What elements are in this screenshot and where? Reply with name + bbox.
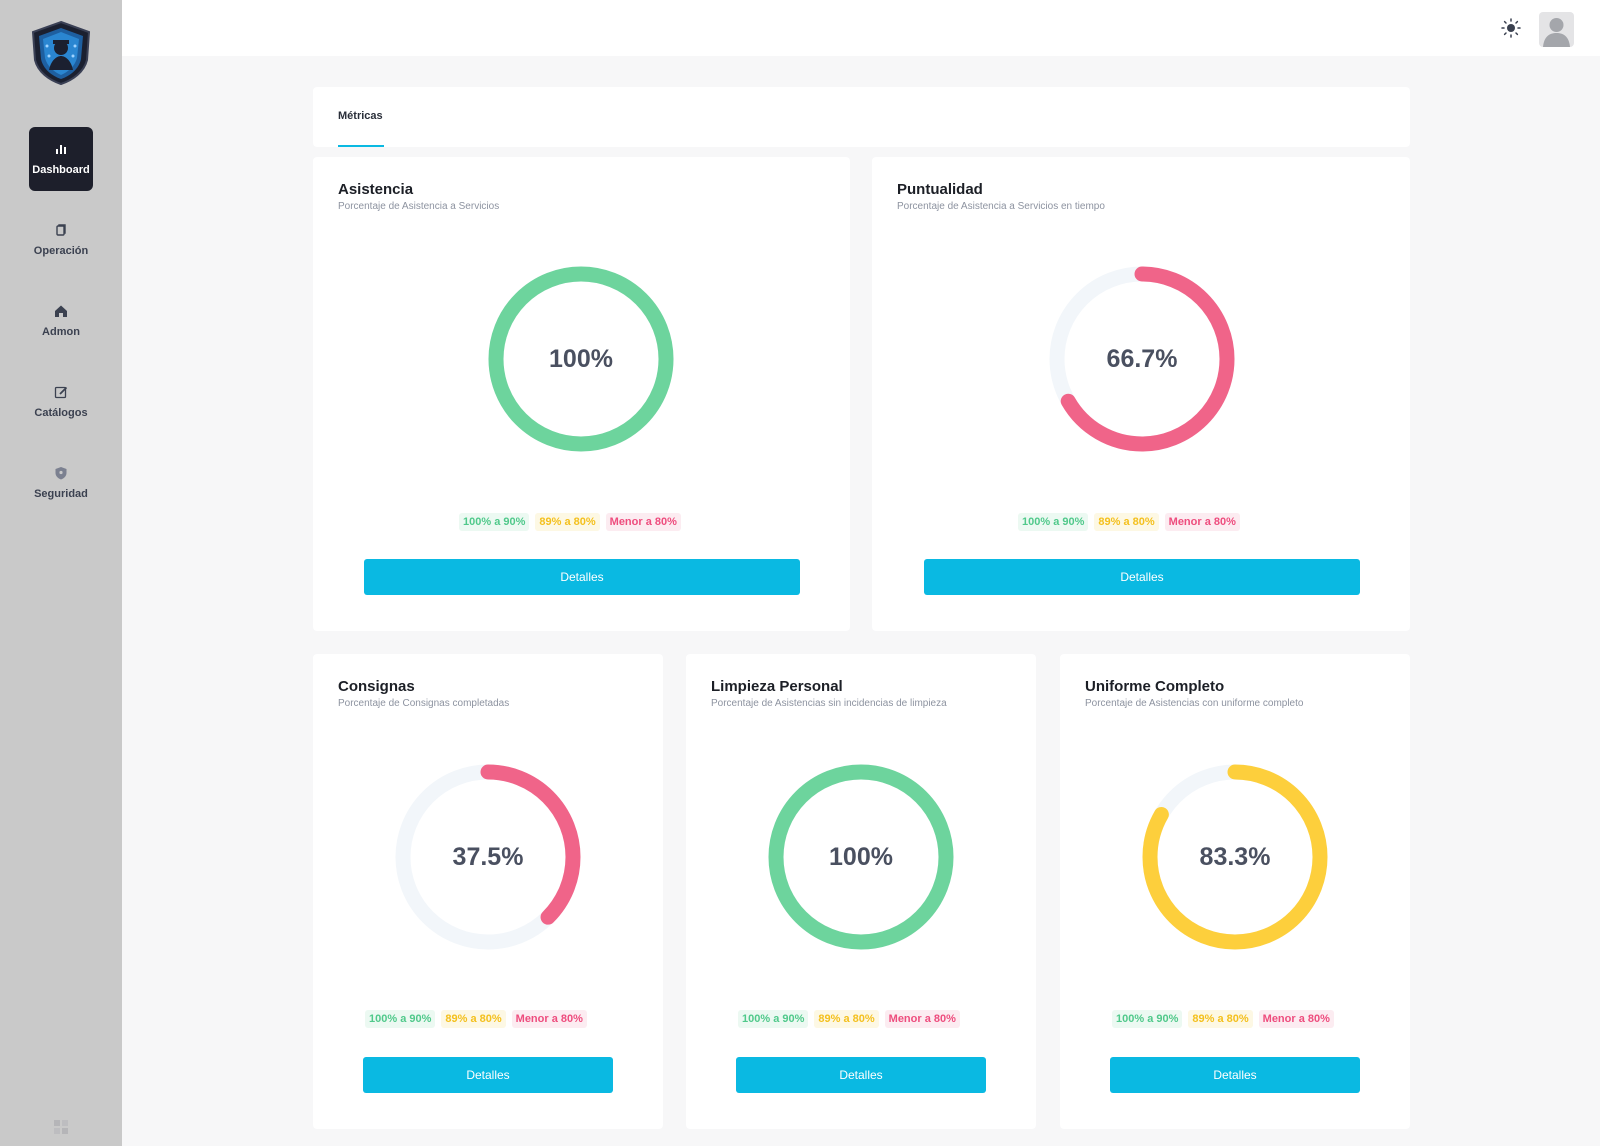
sidebar-item-catalogos[interactable]: Catálogos: [29, 370, 93, 434]
home-icon: [55, 305, 67, 317]
sidebar-item-seguridad[interactable]: Seguridad: [29, 451, 93, 515]
legend-red: Menor a 80%: [1164, 513, 1240, 531]
gauge-arc: [768, 764, 954, 950]
legend-yellow: 89% a 80%: [535, 513, 600, 531]
legend-red: Menor a 80%: [605, 513, 681, 531]
card-title: Uniforme Completo: [1085, 678, 1225, 695]
shield-icon: [55, 467, 67, 480]
legend-yellow: 89% a 80%: [1188, 1010, 1253, 1028]
card-subtitle: Porcentaje de Asistencias sin incidencia…: [711, 698, 947, 709]
details-button[interactable]: Detalles: [364, 559, 800, 595]
card-subtitle: Porcentaje de Asistencias con uniforme c…: [1085, 698, 1304, 709]
active-tab-indicator: [338, 145, 384, 147]
legend: 100% a 90% 89% a 80% Menor a 80%: [1112, 1010, 1334, 1028]
gauge-arc: [1049, 266, 1235, 452]
card-subtitle: Porcentaje de Asistencia a Servicios en …: [897, 201, 1105, 212]
card-title: Puntualidad: [897, 181, 983, 198]
legend-yellow: 89% a 80%: [441, 1010, 506, 1028]
card-title: Asistencia: [338, 181, 414, 198]
card-subtitle: Porcentaje de Asistencia a Servicios: [338, 201, 500, 212]
user-avatar-icon: [1543, 18, 1570, 47]
legend-yellow: 89% a 80%: [814, 1010, 879, 1028]
tab-bar: Métricas: [313, 87, 1410, 147]
gauge-value: 66.7%: [1106, 344, 1178, 373]
copy-icon: [56, 224, 66, 236]
security-shield-logo: [31, 20, 91, 86]
legend-red: Menor a 80%: [1258, 1010, 1334, 1028]
details-button[interactable]: Detalles: [363, 1057, 613, 1093]
grid-icon[interactable]: [53, 1119, 69, 1135]
gauge-arc: [395, 764, 581, 950]
gauge-value: 37.5%: [452, 842, 524, 871]
legend: 100% a 90% 89% a 80% Menor a 80%: [738, 1010, 960, 1028]
gauge-chart: [1049, 266, 1235, 452]
legend-green: 100% a 90%: [1112, 1010, 1183, 1028]
metric-card-puntualidad: Puntualidad Porcentaje de Asistencia a S…: [872, 157, 1410, 631]
legend-green: 100% a 90%: [738, 1010, 809, 1028]
gauge-chart: [768, 764, 954, 950]
gauge-value: 83.3%: [1199, 842, 1271, 871]
sidebar-item-label: Catálogos: [34, 407, 88, 419]
user-avatar[interactable]: [1539, 12, 1574, 47]
details-button[interactable]: Detalles: [736, 1057, 986, 1093]
sidebar-item-operacion[interactable]: Operación: [29, 208, 93, 272]
legend-red: Menor a 80%: [511, 1010, 587, 1028]
sidebar-item-label: Admon: [42, 326, 80, 338]
gauge-chart: [395, 764, 581, 950]
gauge-arc: [488, 266, 674, 452]
details-button[interactable]: Detalles: [1110, 1057, 1360, 1093]
legend-green: 100% a 90%: [365, 1010, 436, 1028]
metric-card-uniforme-completo: Uniforme Completo Porcentaje de Asistenc…: [1060, 654, 1410, 1129]
sidebar-item-label: Operación: [33, 245, 89, 257]
gauge-chart: [1142, 764, 1328, 950]
sidebar-item-label: Seguridad: [34, 488, 88, 500]
metric-card-limpieza-personal: Limpieza Personal Porcentaje de Asistenc…: [686, 654, 1036, 1129]
metric-card-consignas: Consignas Porcentaje de Consignas comple…: [313, 654, 663, 1129]
tab-metricas[interactable]: Métricas: [338, 110, 383, 122]
sidebar-item-label: Dashboard: [32, 164, 90, 176]
details-button[interactable]: Detalles: [924, 559, 1360, 595]
card-subtitle: Porcentaje de Consignas completadas: [338, 698, 510, 709]
sidebar-item-dashboard[interactable]: Dashboard: [29, 127, 93, 191]
legend-green: 100% a 90%: [1018, 513, 1089, 531]
sun-icon[interactable]: [1500, 17, 1522, 39]
sidebar-item-admon[interactable]: Admon: [29, 289, 93, 353]
top-bar: [122, 0, 1600, 56]
card-title: Consignas: [338, 678, 415, 695]
metric-card-asistencia: Asistencia Porcentaje de Asistencia a Se…: [313, 157, 850, 631]
gauge-arc: [1142, 764, 1328, 950]
gauge-value: 100%: [829, 842, 893, 871]
gauge-value: 100%: [549, 344, 613, 373]
legend: 100% a 90% 89% a 80% Menor a 80%: [459, 513, 681, 531]
bar-chart-icon: [56, 145, 66, 154]
card-title: Limpieza Personal: [711, 678, 843, 695]
legend: 100% a 90% 89% a 80% Menor a 80%: [1018, 513, 1240, 531]
edit-icon: [54, 386, 68, 399]
legend: 100% a 90% 89% a 80% Menor a 80%: [365, 1010, 587, 1028]
sidebar: Dashboard Operación Admon Catálogos Segu…: [0, 0, 122, 1146]
gauge-chart: [488, 266, 674, 452]
legend-red: Menor a 80%: [884, 1010, 960, 1028]
legend-yellow: 89% a 80%: [1094, 513, 1159, 531]
legend-green: 100% a 90%: [459, 513, 530, 531]
